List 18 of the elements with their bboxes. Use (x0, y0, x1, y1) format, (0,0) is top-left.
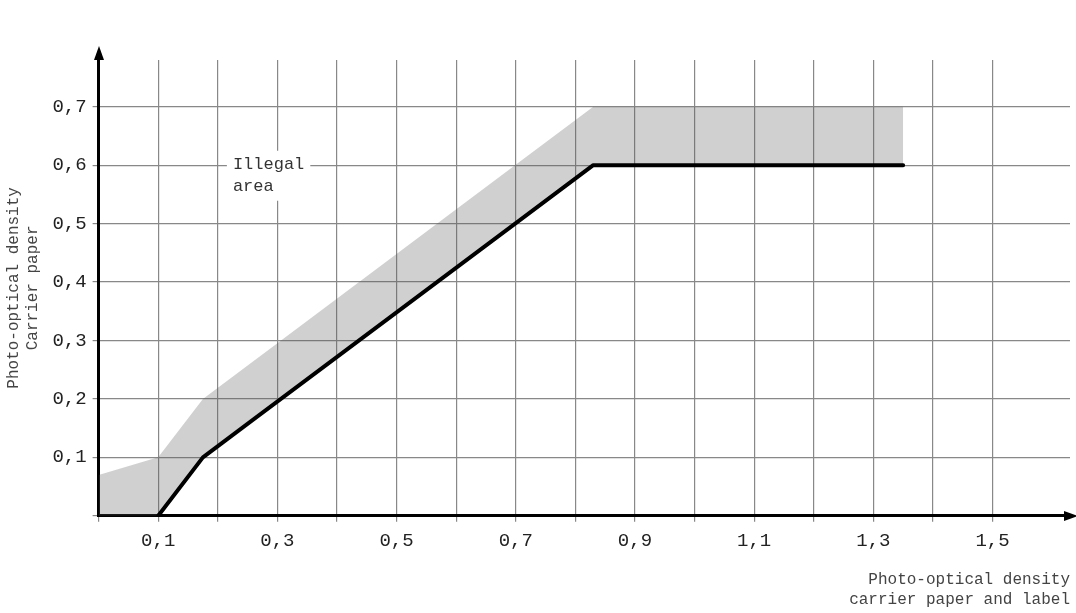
x-tick-label: 1,1 (737, 530, 772, 553)
y-tick-label: 0,3 (52, 329, 87, 352)
y-tick-label: 0,4 (52, 271, 87, 294)
y-tick-label: 0,5 (52, 212, 87, 235)
y-tick-label: 0,2 (52, 387, 87, 410)
x-tick-label: 0,9 (617, 530, 653, 553)
y-tick-label: 0,7 (52, 95, 87, 118)
x-tick-label: 1,5 (975, 530, 1010, 553)
annotation: Illegal area (232, 155, 305, 197)
y-tick-label: 0,1 (52, 446, 87, 469)
y-axis-title: Photo-optical density Carrier paper (4, 186, 43, 389)
y-tick-label: 0,6 (52, 154, 87, 177)
x-tick-label: 0,5 (379, 530, 414, 553)
x-tick-label: 0,1 (141, 530, 176, 553)
x-tick-label: 0,7 (498, 530, 533, 553)
x-axis-title: Photo-optical density carrier paper and label (849, 571, 1071, 609)
x-tick-label: 0,3 (260, 530, 295, 553)
x-tick-label: 1,3 (856, 530, 891, 553)
